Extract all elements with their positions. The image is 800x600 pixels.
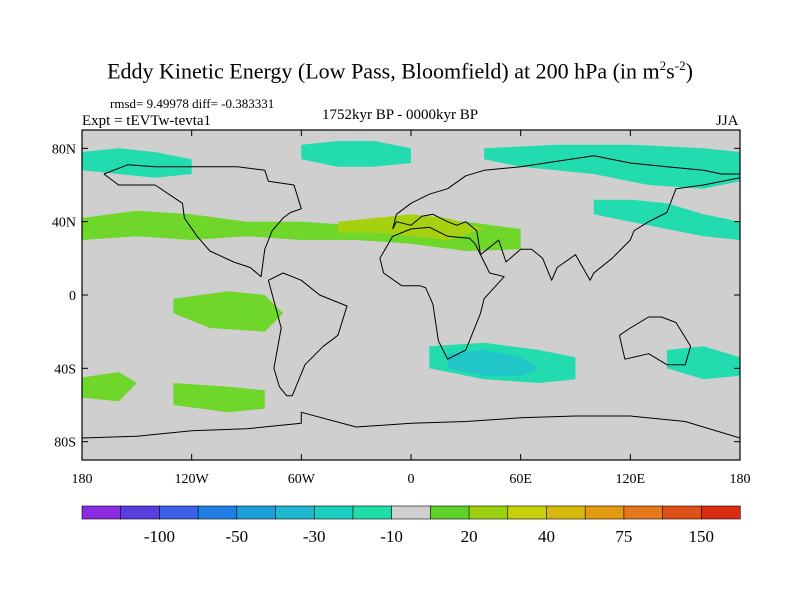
y-tick-label: 40S bbox=[54, 362, 76, 377]
experiment-label: Expt = tEVTw-tevta1 bbox=[82, 113, 212, 129]
region-tropical-pacific-green bbox=[173, 291, 284, 332]
coastline-antarctica bbox=[82, 411, 740, 439]
colorbar-swatch bbox=[507, 505, 548, 520]
colorbar-swatch bbox=[275, 505, 315, 520]
colorbar-swatch bbox=[468, 505, 509, 520]
region-nw-pacific-blue bbox=[593, 199, 740, 240]
colorbar-swatch bbox=[584, 505, 625, 520]
colorbar-swatch bbox=[391, 505, 431, 520]
coastline-south-america bbox=[267, 272, 348, 397]
x-tick-label: 0 bbox=[408, 472, 415, 487]
y-axis: 80N 40N 0 40S 80S bbox=[52, 142, 740, 451]
colorbar-label: 20 bbox=[461, 527, 478, 546]
region-arctic-blue-americas bbox=[82, 148, 192, 178]
region-greenland-blue bbox=[301, 141, 411, 167]
colorbar-swatch bbox=[430, 505, 470, 520]
coastlines bbox=[82, 155, 740, 439]
x-tick-label: 120E bbox=[616, 472, 646, 487]
x-tick-label: 180 bbox=[730, 472, 751, 487]
coastline-europe-asia bbox=[392, 155, 740, 281]
colorbar-swatch bbox=[546, 505, 586, 520]
colorbar-swatch bbox=[313, 505, 354, 520]
season-label: JJA bbox=[716, 113, 739, 129]
stats-label: rmsd= 9.49978 diff= -0.383331 bbox=[110, 96, 275, 111]
x-tick-label: 60W bbox=[288, 472, 316, 487]
region-nh-midlat-band-core bbox=[337, 214, 485, 240]
colorbar-label: 75 bbox=[615, 527, 632, 546]
colorbar-swatch bbox=[197, 505, 238, 520]
colorbar-label: -50 bbox=[225, 527, 248, 546]
anomaly-regions bbox=[82, 141, 740, 413]
x-tick-label: 60E bbox=[509, 472, 532, 487]
chart-title: Eddy Kinetic Energy (Low Pass, Bloomfiel… bbox=[107, 58, 693, 84]
region-south-pacific-green bbox=[173, 383, 265, 413]
coastline-australia bbox=[618, 316, 692, 366]
coastline-north-america bbox=[103, 164, 302, 278]
colorbar-swatch bbox=[662, 505, 702, 520]
x-axis: 180 120W 60W 0 60E 120E 180 bbox=[72, 130, 751, 487]
y-tick-label: 40N bbox=[52, 216, 76, 231]
colorbar-swatch bbox=[236, 505, 277, 520]
colorbar-swatch bbox=[352, 505, 393, 520]
coastline-africa bbox=[379, 226, 505, 360]
colorbar-label: -100 bbox=[144, 527, 175, 546]
region-arctic-blue-asia bbox=[484, 144, 740, 189]
y-tick-label: 0 bbox=[69, 289, 76, 304]
colorbar-swatch bbox=[700, 505, 741, 520]
colorbar-label: 40 bbox=[538, 527, 555, 546]
y-tick-label: 80S bbox=[54, 436, 76, 451]
colorbar-label: 150 bbox=[689, 527, 715, 546]
region-australia-blue bbox=[666, 346, 740, 380]
x-tick-label: 120W bbox=[175, 472, 210, 487]
colorbar-swatch bbox=[159, 505, 199, 520]
colorbar: -100 -50 -30 -10 20 40 75 150 bbox=[81, 505, 741, 546]
period-label: 1752kyr BP - 0000kyr BP bbox=[322, 107, 479, 123]
colorbar-label: -10 bbox=[380, 527, 403, 546]
x-tick-label: 180 bbox=[72, 472, 93, 487]
region-sh-green-far-south bbox=[82, 372, 137, 402]
colorbar-label: -30 bbox=[303, 527, 326, 546]
colorbar-swatch bbox=[623, 505, 664, 520]
colorbar-swatch bbox=[81, 505, 122, 520]
region-south-indian-deep-blue bbox=[447, 350, 539, 376]
y-tick-label: 80N bbox=[52, 142, 76, 157]
colorbar-swatch bbox=[120, 505, 161, 520]
